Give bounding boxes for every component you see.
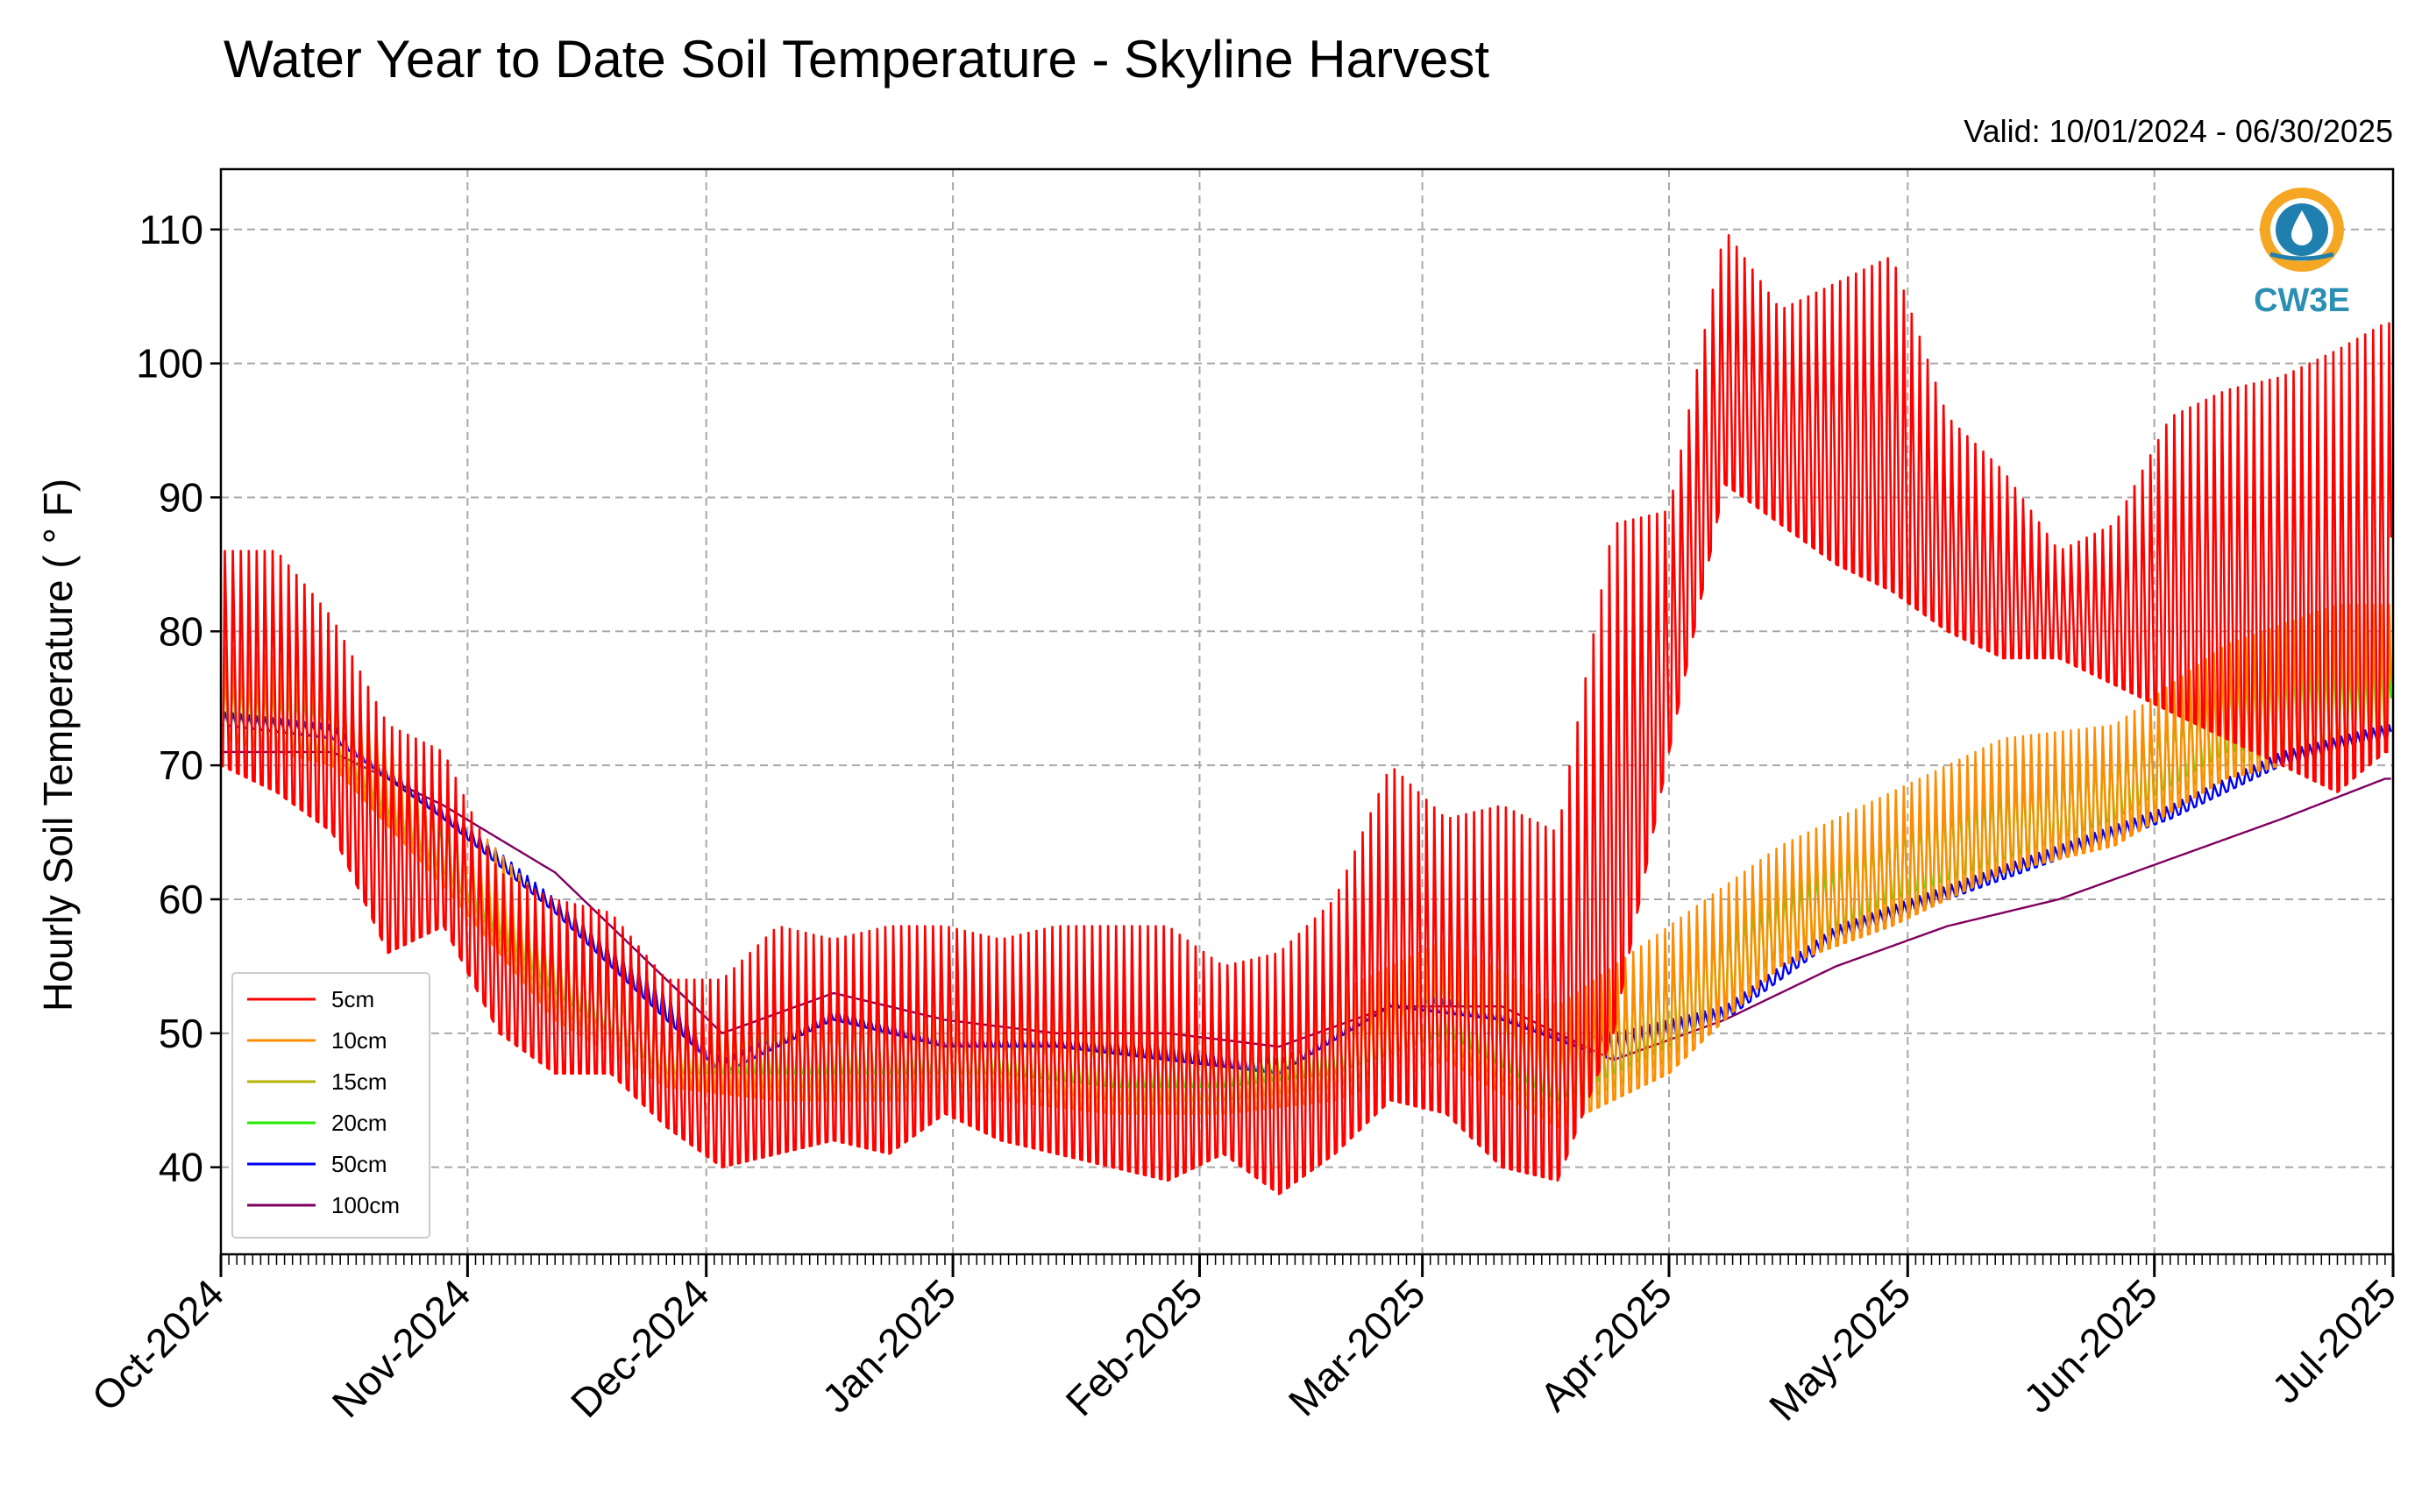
x-minor-ticks	[220, 1254, 2394, 1265]
series-line-5cm	[220, 234, 2392, 1196]
x-tick-label: Feb-2025	[1057, 1270, 1211, 1424]
y-tick-label: 100	[136, 341, 203, 387]
x-tick-label: Jun-2025	[2014, 1270, 2165, 1421]
x-tick-label: Oct-2024	[83, 1270, 233, 1420]
cw3e-logo: CW3E	[2254, 188, 2350, 319]
x-tick-label: Jul-2025	[2263, 1270, 2405, 1412]
grid-lines	[221, 169, 2393, 1254]
y-tick-label: 110	[139, 207, 203, 252]
y-axis-label: Hourly Soil Temperature ( ° F)	[35, 479, 81, 1012]
x-tick-label: Nov-2024	[323, 1270, 479, 1426]
valid-range-label: Valid: 10/01/2024 - 06/30/2025	[1964, 113, 2393, 149]
logo-wave-icon	[2269, 252, 2334, 261]
x-tick-label: Mar-2025	[1280, 1270, 1434, 1424]
y-tick-label: 50	[159, 1011, 203, 1056]
logo-drop-icon	[2291, 210, 2312, 245]
legend-label-5cm: 5cm	[331, 986, 374, 1012]
series-layer	[220, 234, 2392, 1196]
y-tick-label: 90	[159, 474, 203, 520]
legend-label-100cm: 100cm	[331, 1192, 400, 1218]
y-tick-label: 70	[159, 742, 203, 788]
legend: 5cm 10cm 15cm 20cm 50cm 100cm	[231, 972, 430, 1239]
logo-text: CW3E	[2254, 282, 2350, 319]
legend-label-10cm: 10cm	[331, 1027, 387, 1054]
x-tick-label: Dec-2024	[562, 1270, 718, 1426]
legend-label-50cm: 50cm	[331, 1151, 387, 1177]
legend-label-20cm: 20cm	[331, 1110, 387, 1136]
chart-title: Water Year to Date Soil Temperature - Sk…	[224, 30, 1489, 89]
x-tick-label: Jan-2025	[813, 1270, 964, 1421]
y-tick-label: 80	[159, 608, 203, 654]
x-tick-label: Apr-2025	[1531, 1270, 1680, 1420]
y-tick-label: 60	[159, 877, 203, 922]
plot-frame	[219, 167, 2395, 1256]
legend-label-15cm: 15cm	[331, 1068, 387, 1095]
y-tick-label: 40	[159, 1145, 203, 1190]
x-tick-label: May-2025	[1760, 1270, 1919, 1429]
